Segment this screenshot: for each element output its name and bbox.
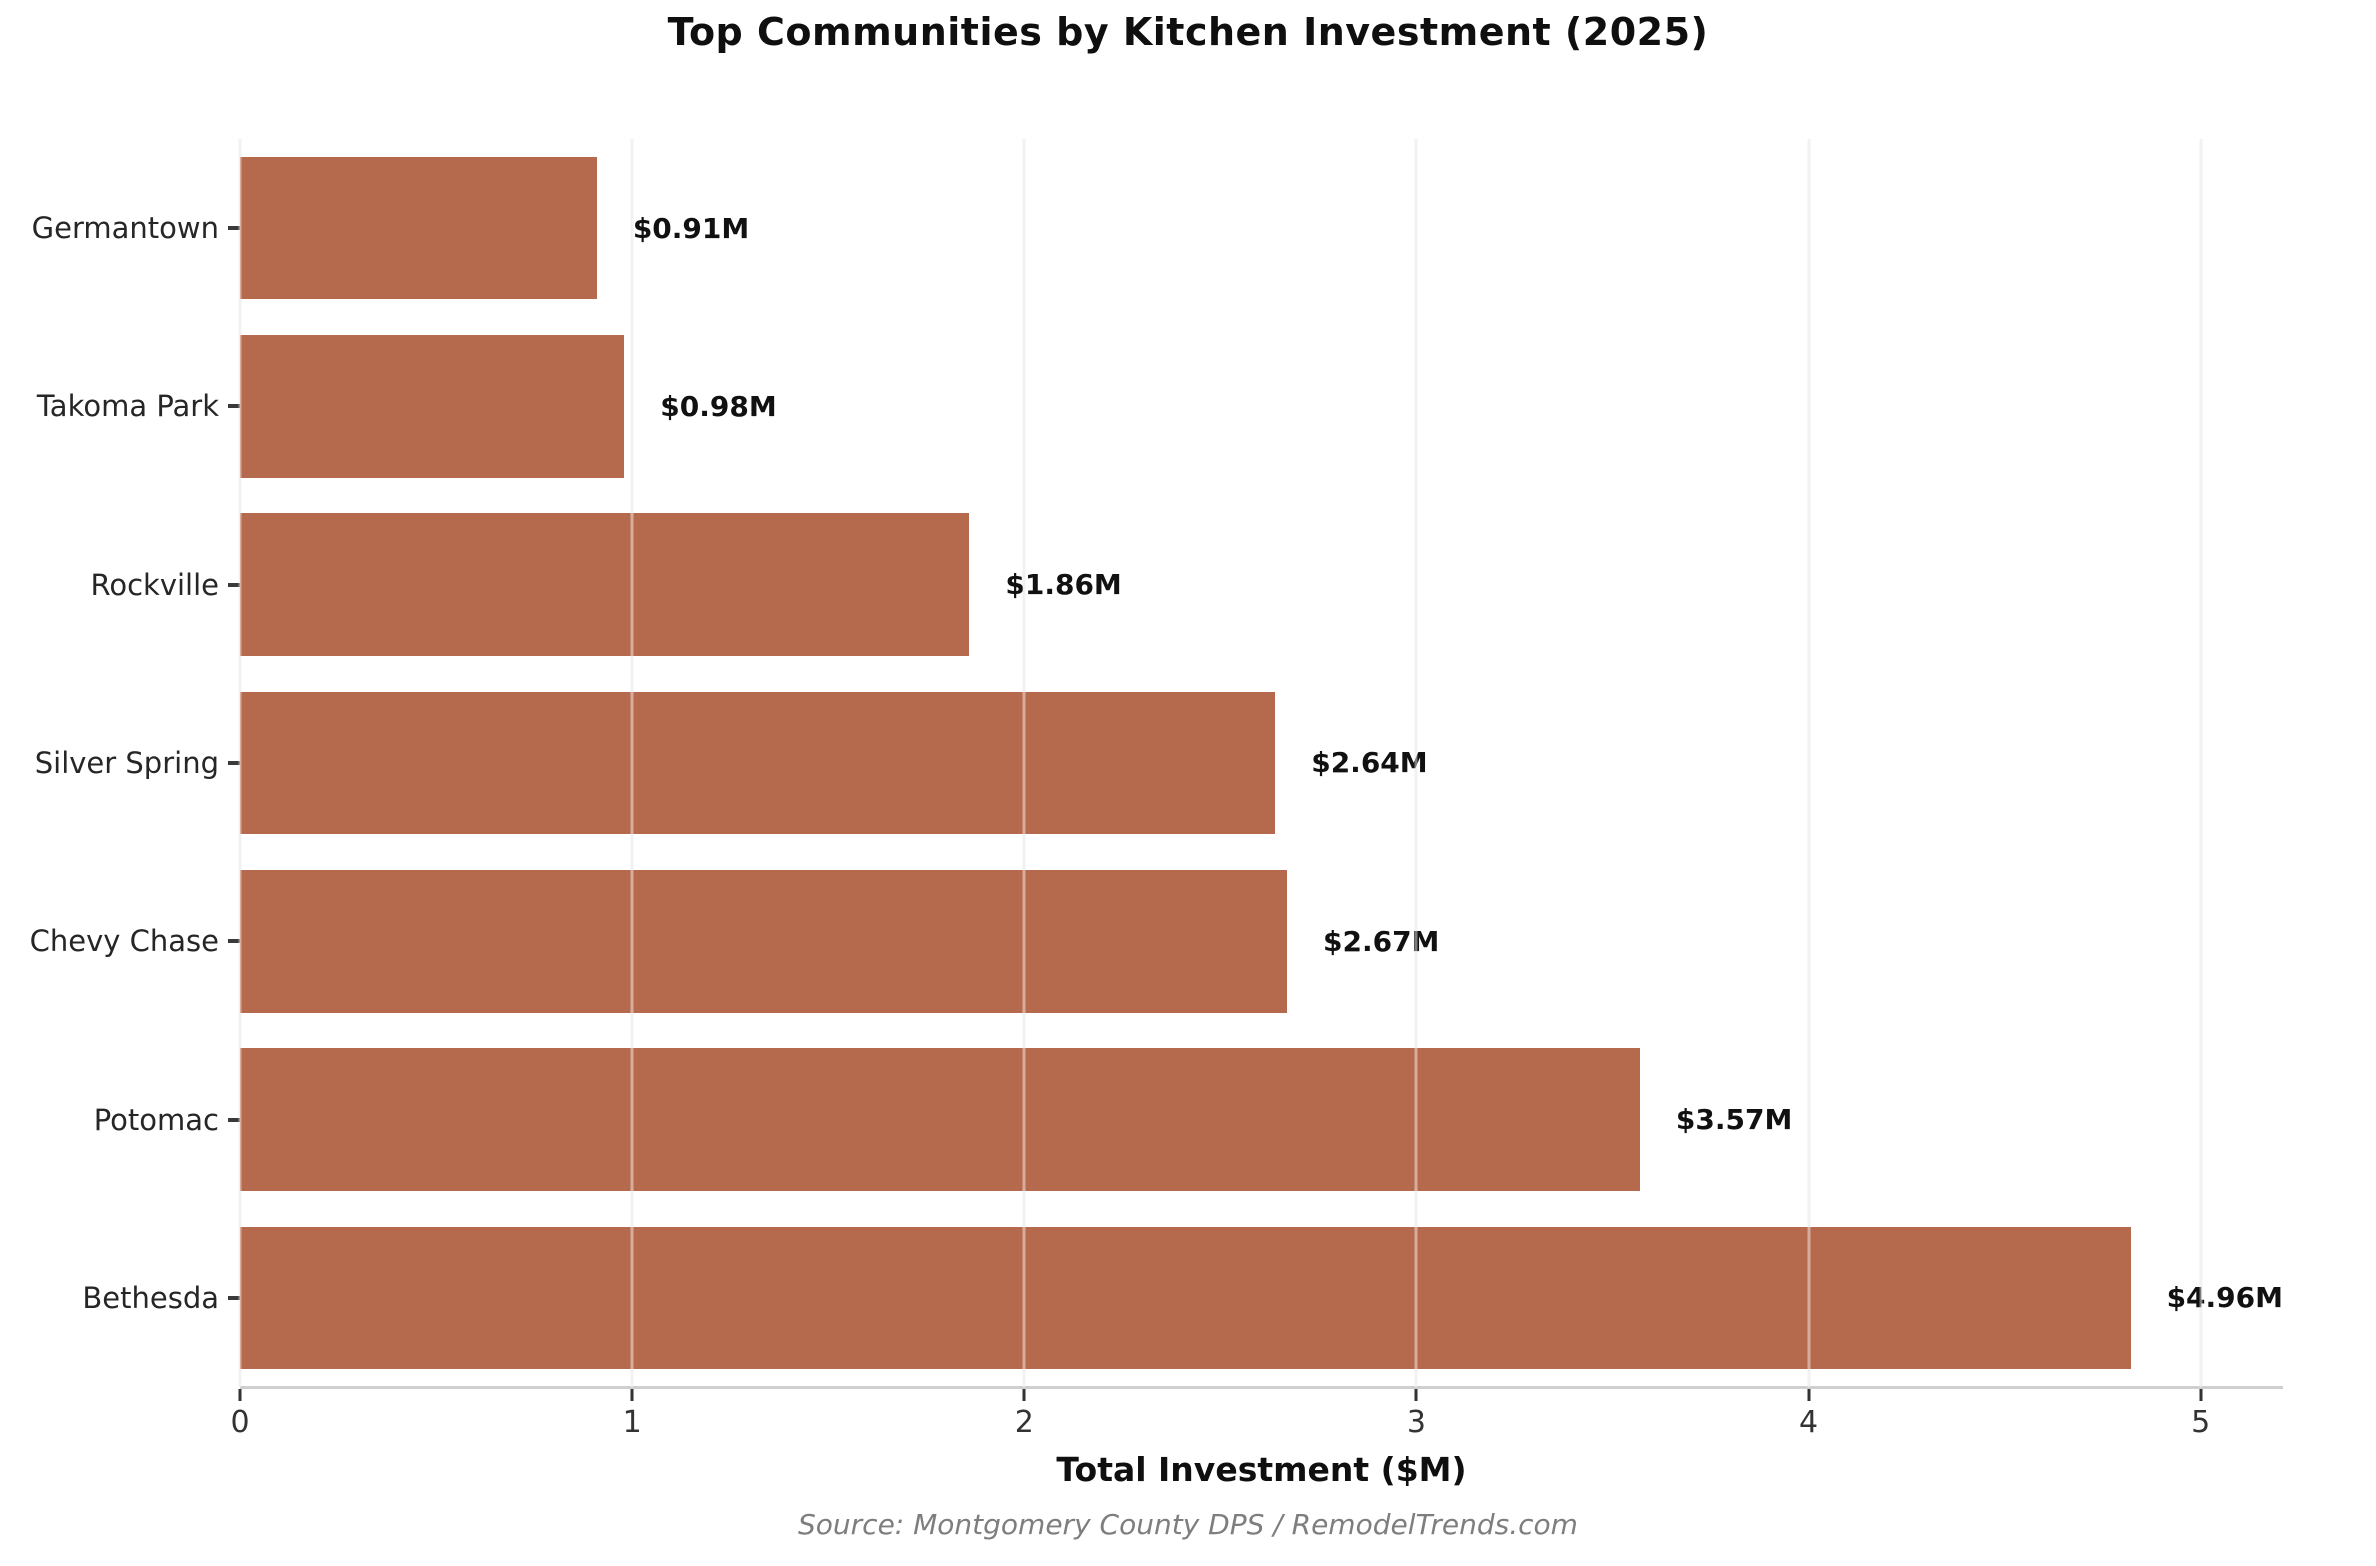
bar-value-label: $0.91M — [632, 211, 750, 245]
y-axis-labels: Germantown Takoma Park Rockville Silver Spr… — [0, 139, 241, 1387]
bar-row: $0.98M — [240, 317, 2283, 495]
y-tick-mark — [228, 760, 241, 765]
bar-value-label: $1.86M — [1005, 568, 1122, 602]
plot-area: $0.91M $0.98M $1.86M $2.64M $2.67M $3.57M $4.9… — [238, 139, 2283, 1387]
x-tick-label: 0 — [230, 1405, 250, 1440]
y-tick-label: Silver Spring — [34, 745, 219, 780]
gridline — [2199, 139, 2203, 1387]
bar-value-label: $2.67M — [1322, 924, 1440, 958]
source-caption: Source: Montgomery County DPS / RemodelT… — [798, 1508, 1578, 1541]
bar-rows: $0.91M $0.98M $1.86M $2.64M $2.67M $3.57M $4.9… — [240, 139, 2283, 1387]
x-tick-label: 4 — [1798, 1405, 1819, 1440]
bar-value-label: $0.98M — [660, 389, 777, 423]
y-tick-cell: Bethesda — [0, 1209, 241, 1387]
gridline — [1414, 139, 1418, 1387]
y-tick-cell: Rockville — [0, 496, 241, 674]
bar-potomac — [240, 1048, 1640, 1191]
bar-silver-spring — [240, 691, 1276, 835]
x-tick-label: 1 — [622, 1405, 642, 1440]
y-tick-mark — [228, 582, 241, 587]
x-tick-label: 3 — [1406, 1405, 1426, 1440]
y-tick-mark — [228, 226, 241, 231]
y-tick-mark — [228, 1117, 241, 1122]
x-tick-mark — [1414, 1389, 1418, 1401]
bar-takoma-park — [240, 335, 625, 478]
bar-value-label: $3.57M — [1675, 1103, 1793, 1137]
y-tick-label: Takoma Park — [36, 389, 219, 424]
y-tick-label: Bethesda — [82, 1280, 219, 1315]
bar-row: $1.86M — [240, 496, 2283, 674]
bar-row: $3.57M — [240, 1030, 2283, 1208]
bar-value-label: $4.96M — [2166, 1281, 2283, 1315]
bar-row: $2.64M — [240, 674, 2283, 852]
x-tick-label: 2 — [1014, 1405, 1034, 1440]
y-tick-mark — [228, 1295, 241, 1300]
y-tick-cell: Chevy Chase — [0, 852, 241, 1030]
y-tick-label: Rockville — [90, 567, 219, 602]
x-tick-mark — [630, 1389, 634, 1401]
bar-rockville — [240, 513, 970, 657]
bar-row: $2.67M — [240, 852, 2283, 1030]
x-tick-mark — [1807, 1389, 1811, 1401]
y-tick-label: Chevy Chase — [29, 924, 219, 959]
y-tick-mark — [228, 404, 241, 409]
x-tick-mark — [1022, 1389, 1026, 1401]
x-axis-ticks: 0 1 2 3 4 5 — [230, 1389, 2283, 1459]
x-tick-label: 5 — [2191, 1405, 2211, 1440]
y-tick-label: Germantown — [31, 211, 219, 246]
y-tick-cell: Silver Spring — [0, 674, 241, 852]
chart-title: Top Communities by Kitchen Investment (2… — [667, 10, 1709, 54]
bar-bethesda — [240, 1226, 2131, 1370]
gridline — [1807, 139, 1811, 1387]
bar-value-label: $2.64M — [1311, 746, 1428, 780]
x-tick-mark — [2199, 1389, 2203, 1401]
bar-row: $4.96M — [240, 1209, 2283, 1387]
y-tick-cell: Potomac — [0, 1030, 241, 1208]
bar-chevy-chase — [240, 869, 1287, 1013]
y-tick-mark — [228, 939, 241, 944]
y-tick-label: Potomac — [93, 1102, 219, 1137]
y-tick-cell: Takoma Park — [0, 317, 241, 495]
bar-row: $0.91M — [240, 139, 2283, 317]
x-tick-mark — [238, 1389, 242, 1401]
bar-germantown — [240, 156, 597, 300]
x-axis-line — [240, 1386, 2283, 1389]
x-axis-label: Total Investment ($M) — [1056, 1450, 1467, 1489]
y-tick-cell: Germantown — [0, 139, 241, 317]
